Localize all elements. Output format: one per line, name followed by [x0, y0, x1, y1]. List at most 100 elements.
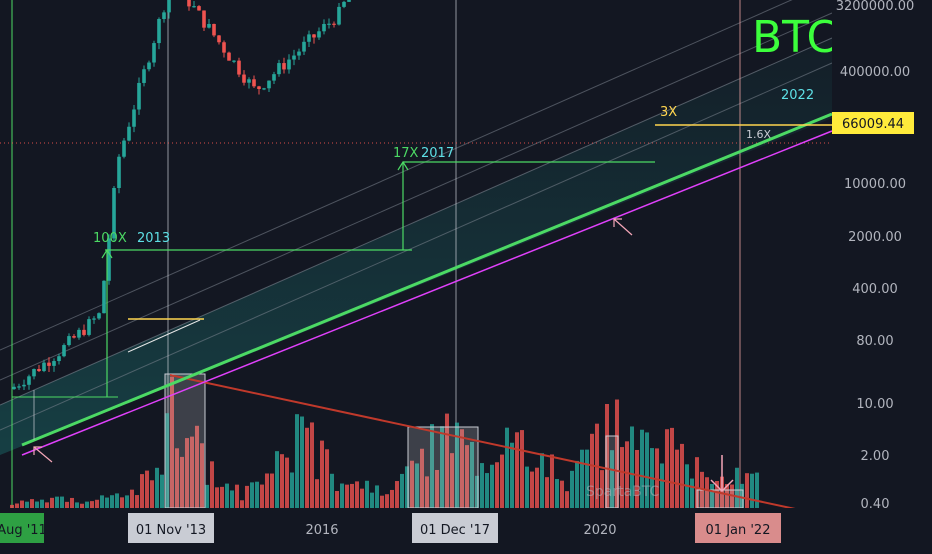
volume-bar	[290, 472, 294, 508]
volume-bar	[620, 447, 624, 508]
volume-bar	[195, 425, 199, 508]
volume-bar	[630, 426, 634, 508]
volume-bar	[470, 441, 474, 508]
candle-body	[282, 63, 286, 70]
volume-bar	[275, 451, 279, 508]
x-axis: Aug '11 01 Nov '13 2016 01 Dec '17 2020 01 Ja…	[0, 513, 781, 543]
volume-bar	[185, 438, 189, 508]
volume-bar	[350, 483, 354, 508]
label-3x: 3X	[660, 105, 677, 120]
volume-bar	[610, 450, 614, 508]
candle-body	[37, 369, 41, 372]
arrow-2020-low	[613, 218, 633, 236]
candle-body	[42, 362, 46, 372]
volume-bar	[165, 413, 169, 508]
volume-bar	[745, 473, 749, 508]
candle-body	[137, 82, 141, 110]
candle-body	[157, 18, 161, 44]
volume-bar	[460, 429, 464, 508]
y-tick-label: 80.00	[856, 334, 893, 349]
volume-bar	[85, 501, 89, 508]
candle-body	[62, 345, 66, 357]
x-tick-label: 01 Nov '13	[136, 523, 206, 538]
volume-bar	[715, 480, 719, 508]
channel-line-4	[0, 62, 833, 431]
candle-body	[167, 0, 171, 13]
volume-bar	[295, 414, 299, 508]
volume-bar	[300, 416, 304, 508]
x-tick-tag	[128, 513, 214, 543]
volume-bar	[390, 489, 394, 508]
volume-bar	[455, 422, 459, 508]
volume-bar	[175, 448, 179, 508]
volume-bar	[690, 478, 694, 508]
volume-bar	[640, 429, 644, 508]
volume-bar	[135, 495, 139, 508]
candle-body	[57, 356, 61, 362]
volume-bar	[170, 376, 174, 508]
candle-body	[332, 23, 336, 25]
volume-bar	[635, 449, 639, 508]
volume-bar	[235, 484, 239, 508]
candle-body	[222, 42, 226, 53]
candle-body	[142, 69, 146, 83]
volume-bar	[110, 495, 114, 508]
x-tick-label: 01 Jan '22	[706, 523, 771, 538]
measure-17x-arrowhead	[397, 160, 409, 171]
candle-body	[237, 60, 241, 75]
volume-bar	[35, 501, 39, 508]
candle-body	[117, 156, 121, 188]
volume-bar	[450, 453, 454, 508]
volume-bar	[660, 463, 664, 508]
current-price-value: 66009.44	[842, 117, 904, 132]
y-tick-label: 3200000.00	[836, 0, 915, 14]
volume-bar	[15, 503, 19, 508]
volume-bar	[395, 481, 399, 508]
volume-bar	[670, 427, 674, 508]
volume-bar	[365, 480, 369, 508]
volume-bar	[645, 432, 649, 508]
x-tick-label: Aug '11	[0, 523, 47, 538]
volume-bar	[385, 494, 389, 508]
volume-bar	[475, 475, 479, 508]
volume-bar	[305, 427, 309, 508]
volume-bar	[210, 461, 214, 508]
volume-bar	[615, 399, 619, 508]
volume-bar	[405, 466, 409, 508]
volume-bar	[540, 453, 544, 508]
volume-bar	[285, 457, 289, 508]
volume-box-2013	[164, 373, 206, 509]
label-100x: 100X	[93, 231, 127, 246]
measure-100x-arrowhead	[101, 248, 113, 259]
candle-body	[122, 140, 126, 157]
candle-body	[107, 238, 111, 281]
x-tick-label: 01 Dec '17	[420, 523, 490, 538]
candle-body	[202, 10, 206, 28]
volume-layer	[10, 376, 759, 508]
volume-bar	[30, 499, 34, 508]
y-axis-panel	[832, 0, 932, 508]
volume-bar	[550, 454, 554, 508]
x-tick-label: 2020	[583, 523, 616, 538]
candle-body	[217, 35, 221, 43]
volume-bar	[270, 473, 274, 508]
volume-bar	[525, 466, 529, 508]
volume-bar	[725, 484, 729, 508]
volume-bar	[145, 470, 149, 508]
candle-body	[242, 74, 246, 83]
volume-bar	[515, 432, 519, 508]
volume-bar	[440, 426, 444, 508]
candle-body	[102, 280, 106, 314]
volume-bar	[510, 442, 514, 508]
volume-bar	[160, 474, 164, 508]
volume-bar	[420, 448, 424, 508]
volume-bar	[245, 485, 249, 508]
candle-body	[287, 59, 291, 70]
y-tick-label: 10.00	[856, 397, 893, 412]
volume-bar	[755, 472, 759, 508]
y-tick-label: 400000.00	[840, 65, 910, 80]
volume-bar	[60, 496, 64, 508]
candle-body	[347, 0, 351, 2]
volume-bar	[90, 501, 94, 508]
